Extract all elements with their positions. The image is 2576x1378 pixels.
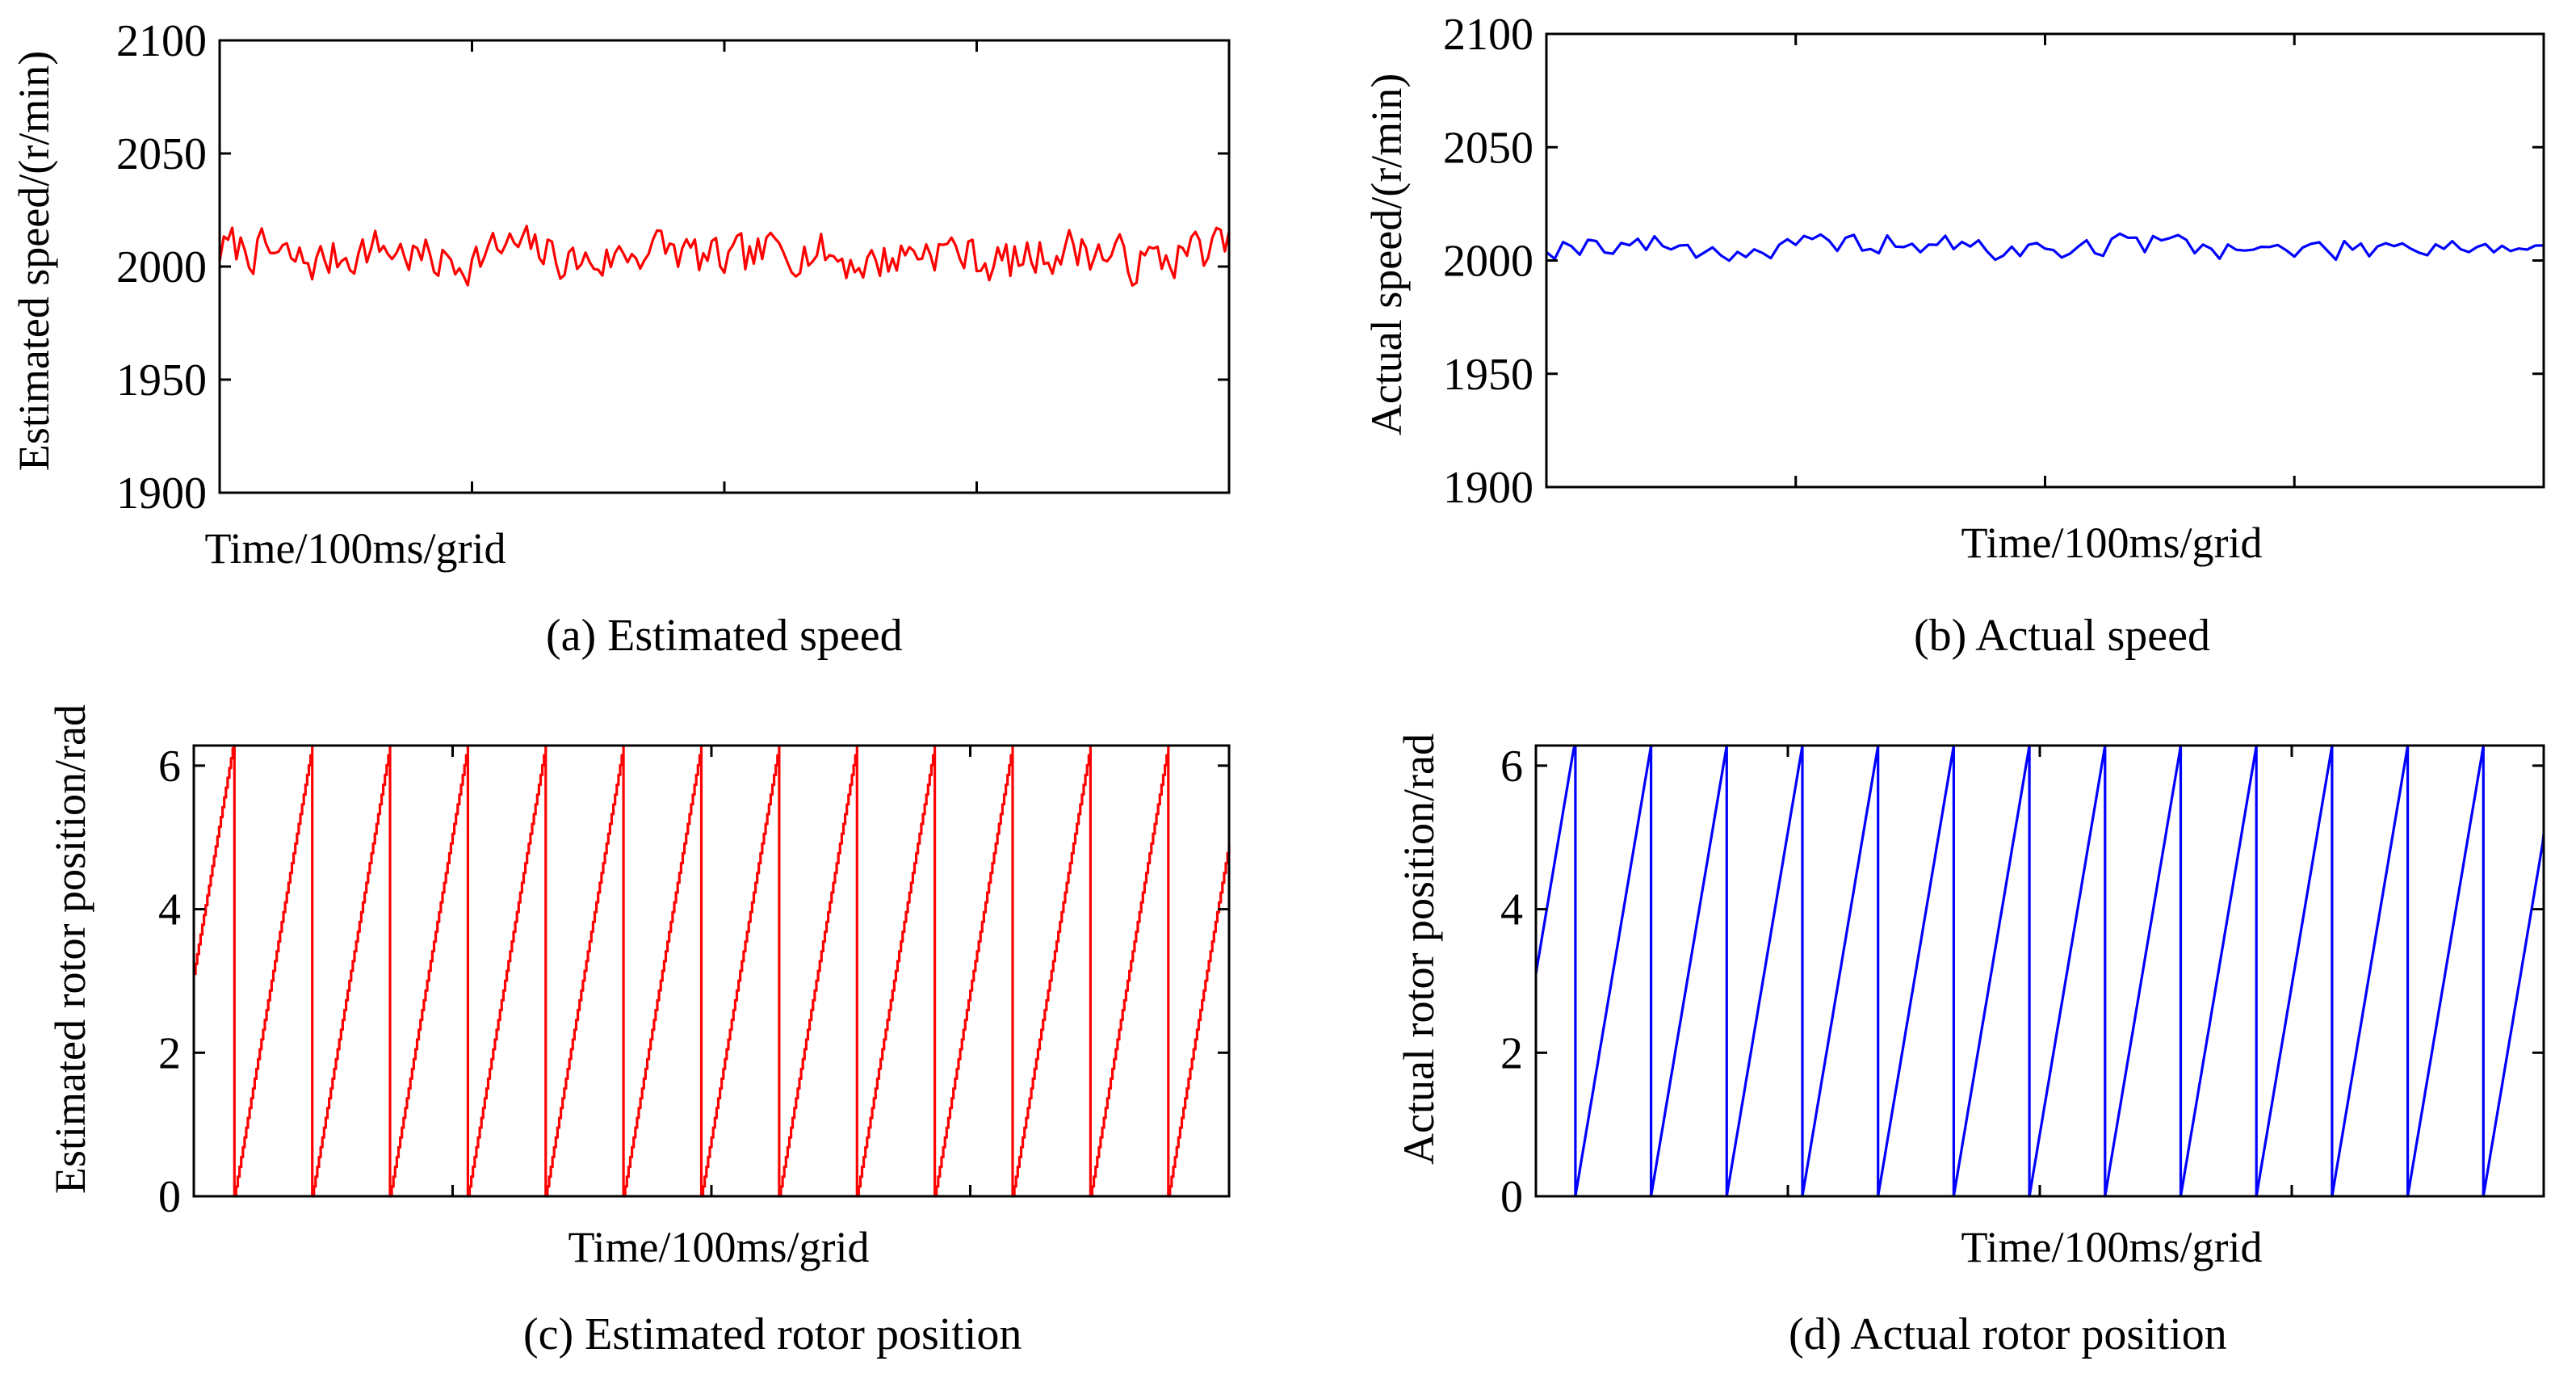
chart-c-svg: 0 2 4 6 Estimated rotor position/rad Time/1… bbox=[46, 704, 1231, 1271]
chart-d-ytick-label: 4 bbox=[1500, 885, 1523, 935]
chart-b-ytick-label: 2100 bbox=[1443, 10, 1533, 60]
chart-a-ytick-label: 1950 bbox=[116, 355, 207, 405]
chart-c-ytick-label: 6 bbox=[158, 742, 181, 792]
chart-a-ytick-label: 2000 bbox=[116, 242, 207, 292]
chart-b-ytick-label: 2050 bbox=[1443, 123, 1533, 173]
chart-a-ylabel: Estimated speed/(r/min) bbox=[10, 51, 58, 471]
chart-panel-c: 0 2 4 6 Estimated rotor position/rad Time/1… bbox=[46, 704, 1231, 1359]
chart-a-svg: 1900 1950 2000 2050 2100 Estimated speed/(r/… bbox=[10, 16, 1231, 573]
chart-d-xlabel: Time/100ms/grid bbox=[1961, 1223, 2262, 1271]
chart-a-series-line bbox=[218, 225, 1231, 287]
chart-d-ytick-label: 0 bbox=[1500, 1172, 1523, 1222]
chart-d-ytick-label: 2 bbox=[1500, 1028, 1523, 1078]
chart-d-caption: (d) Actual rotor position bbox=[1789, 1309, 2227, 1359]
chart-b-caption: (b) Actual speed bbox=[1914, 611, 2210, 661]
chart-c-xlabel: Time/100ms/grid bbox=[568, 1223, 869, 1271]
chart-c-ylabel: Estimated rotor position/rad bbox=[46, 704, 94, 1194]
chart-b-ylabel: Actual speed/(r/min) bbox=[1362, 74, 1411, 435]
chart-b-ytick-label: 1900 bbox=[1443, 463, 1533, 513]
chart-b-series-line bbox=[1545, 232, 2545, 263]
chart-a-xlabel: Time/100ms/grid bbox=[204, 524, 506, 573]
chart-c-ytick-label: 0 bbox=[158, 1172, 181, 1222]
chart-c-caption: (c) Estimated rotor position bbox=[523, 1309, 1022, 1359]
chart-d-ytick-label: 6 bbox=[1500, 742, 1523, 792]
chart-b-ytick-label: 2000 bbox=[1443, 237, 1533, 287]
chart-a-caption: (a) Estimated speed bbox=[546, 611, 903, 661]
chart-c-ytick-label: 2 bbox=[158, 1028, 181, 1078]
chart-b-svg: 1900 1950 2000 2050 2100 Actual speed/(r/min… bbox=[1362, 10, 2545, 567]
chart-d-series-line bbox=[1534, 744, 2545, 1198]
chart-a-ytick-label: 2100 bbox=[116, 16, 207, 66]
chart-d-ylabel: Actual rotor position/rad bbox=[1395, 733, 1443, 1165]
chart-panel-b: 1900 1950 2000 2050 2100 Actual speed/(r/min… bbox=[1362, 10, 2545, 661]
chart-panel-a: 1900 1950 2000 2050 2100 Estimated speed/(r/… bbox=[0, 0, 1288, 689]
chart-b-ytick-label: 1950 bbox=[1443, 350, 1533, 400]
chart-a-ytick-label: 2050 bbox=[116, 129, 207, 179]
chart-c-ytick-label: 4 bbox=[158, 885, 181, 935]
chart-b-xlabel: Time/100ms/grid bbox=[1961, 519, 2262, 567]
chart-c-series-line bbox=[194, 744, 1231, 1198]
chart-a-ytick-label: 1900 bbox=[116, 468, 207, 519]
